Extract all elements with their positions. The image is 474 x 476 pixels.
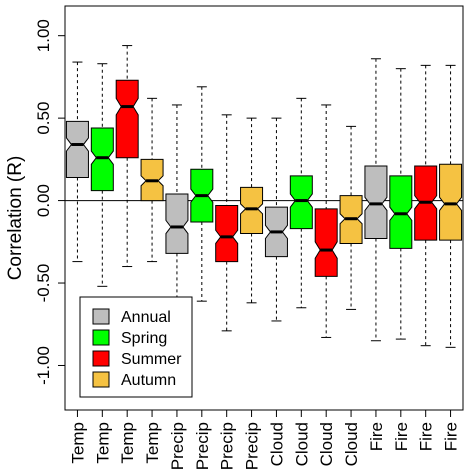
axes: 1.00 0.50 0.00 -0.50 -1.00 Temp Temp Temp Temp Pr… bbox=[34, 5, 464, 470]
box-10 bbox=[289, 97, 313, 309]
x-tick-label: Precip bbox=[218, 422, 237, 470]
plot-frame bbox=[64, 5, 464, 411]
x-tick-label: Temp bbox=[93, 422, 112, 464]
x-tick-label: Fire bbox=[417, 422, 436, 451]
box-body bbox=[364, 165, 388, 240]
legend-label-annual: Annual bbox=[121, 309, 171, 326]
box-8 bbox=[240, 117, 264, 304]
box-body bbox=[215, 205, 239, 263]
x-tick-label: Cloud bbox=[342, 422, 361, 466]
plot-area bbox=[65, 45, 463, 348]
y-tick-label: -0.50 bbox=[34, 264, 53, 303]
y-tick-label: 0.50 bbox=[34, 102, 53, 135]
box-14 bbox=[389, 68, 413, 340]
box-15 bbox=[414, 64, 438, 347]
y-tick-label: 1.00 bbox=[34, 19, 53, 52]
box-body bbox=[240, 186, 264, 235]
legend-label-autumn: Autumn bbox=[121, 372, 176, 389]
legend-swatch-annual bbox=[92, 308, 110, 325]
x-tick-label: Cloud bbox=[317, 422, 336, 466]
x-tick-label: Temp bbox=[118, 422, 137, 464]
x-tick-label: Precip bbox=[243, 422, 262, 470]
legend-label-spring: Spring bbox=[121, 330, 167, 347]
box-2 bbox=[90, 63, 114, 287]
box-6 bbox=[190, 86, 214, 302]
box-body bbox=[90, 127, 114, 192]
legend-swatch-summer bbox=[92, 350, 110, 367]
box-body bbox=[115, 79, 139, 159]
box-11 bbox=[314, 104, 338, 338]
box-7 bbox=[215, 114, 239, 332]
y-axis-label: Correlation (R) bbox=[5, 156, 26, 281]
box-body bbox=[289, 175, 313, 230]
box-body bbox=[314, 208, 338, 277]
box-4 bbox=[140, 97, 164, 263]
x-tick-label: Precip bbox=[168, 422, 187, 470]
x-tick-label: Fire bbox=[392, 422, 411, 451]
x-tick-label: Cloud bbox=[292, 422, 311, 466]
y-tick-label: -1.00 bbox=[34, 346, 53, 385]
legend-swatch-spring bbox=[92, 329, 110, 346]
x-tick-label: Fire bbox=[367, 422, 386, 451]
x-tick-label: Precip bbox=[193, 422, 212, 470]
box-5 bbox=[165, 104, 189, 324]
box-body bbox=[165, 193, 189, 254]
box-body bbox=[389, 175, 413, 249]
x-tick-label: Temp bbox=[143, 422, 162, 464]
legend: Annual Spring Summer Autumn bbox=[79, 296, 193, 398]
box-16 bbox=[439, 64, 463, 348]
box-body bbox=[439, 163, 463, 241]
legend-swatch-autumn bbox=[92, 371, 110, 388]
x-tick-label: Temp bbox=[68, 422, 87, 464]
y-tick-label: 0.00 bbox=[34, 184, 53, 217]
box-13 bbox=[364, 58, 388, 342]
box-3 bbox=[115, 45, 139, 268]
x-tick-label: Fire bbox=[442, 422, 461, 451]
box-1 bbox=[65, 61, 89, 263]
legend-label-summer: Summer bbox=[121, 351, 182, 368]
box-12 bbox=[339, 125, 363, 310]
box-body bbox=[65, 120, 89, 178]
box-9 bbox=[264, 117, 288, 322]
x-tick-label: Cloud bbox=[267, 422, 286, 466]
